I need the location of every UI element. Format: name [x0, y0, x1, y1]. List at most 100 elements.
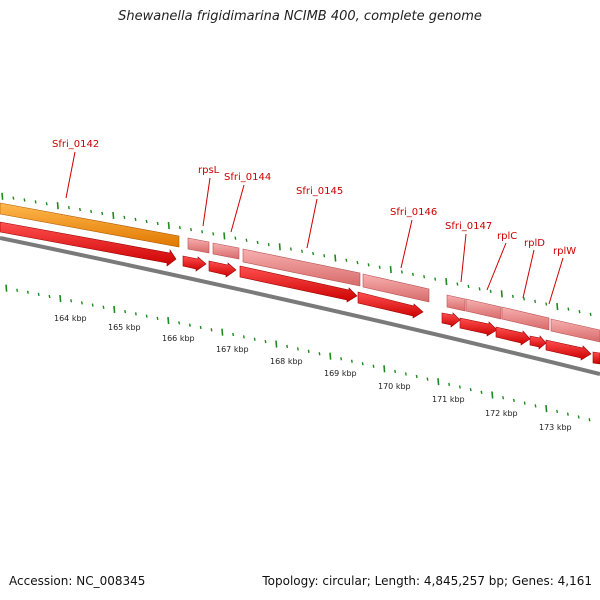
- minor-tick: [245, 238, 248, 242]
- minor-tick: [577, 415, 580, 419]
- gene-label: Sfri_0142: [52, 139, 99, 150]
- minor-tick: [394, 369, 397, 374]
- minor-tick: [178, 321, 181, 325]
- minor-tick: [323, 254, 326, 258]
- minor-tick: [101, 211, 104, 216]
- minor-tick: [534, 299, 537, 304]
- gene-arrow-rpld: [495, 326, 531, 346]
- minor-tick: [361, 362, 364, 366]
- major-tick: [389, 266, 392, 274]
- minor-tick: [434, 277, 437, 281]
- minor-tick: [37, 292, 40, 297]
- minor-tick: [534, 404, 537, 408]
- major-tick: [5, 284, 8, 292]
- major-tick: [329, 352, 332, 360]
- minor-tick: [301, 249, 303, 253]
- minor-tick: [512, 398, 515, 403]
- minor-tick: [469, 388, 472, 392]
- minor-tick: [448, 382, 451, 386]
- gene-labels: Sfri_0142 rpsL Sfri_0144 Sfri_0145 Sfri_…: [52, 139, 576, 257]
- minor-tick: [199, 325, 202, 330]
- minor-tick: [145, 219, 148, 224]
- kbp-label: 168 kbp: [270, 357, 303, 366]
- minor-tick: [70, 299, 73, 303]
- minor-tick: [567, 307, 570, 311]
- minor-tick: [367, 263, 370, 267]
- gene-track: [0, 202, 600, 376]
- gene-label: Sfri_0147: [445, 221, 492, 232]
- minor-tick: [201, 230, 204, 234]
- minor-tick: [423, 275, 426, 279]
- genome-backbone: [0, 236, 600, 376]
- minor-tick: [578, 310, 581, 314]
- minor-tick: [124, 310, 127, 314]
- gene-band-rplc: [465, 298, 502, 320]
- minor-tick: [79, 207, 81, 212]
- gene-arrow-rplw-b: [545, 339, 592, 361]
- gene-arrow-rplc: [459, 317, 498, 337]
- minor-tick: [458, 385, 461, 389]
- gene-arrow-sfri-0146: [357, 291, 424, 319]
- minor-tick: [190, 228, 192, 232]
- gene-band-sfri-0146: [362, 273, 430, 303]
- inner-tick-track: [5, 284, 591, 422]
- major-tick: [113, 305, 116, 314]
- gene-label: rplD: [524, 238, 545, 249]
- minor-tick: [345, 258, 348, 262]
- minor-tick: [296, 347, 299, 351]
- kbp-label: 170 kbp: [378, 382, 411, 391]
- minor-tick: [307, 349, 310, 353]
- gene-band-rplw: [550, 318, 600, 343]
- kbp-labels: 164 kbp 165 kbp 166 kbp 167 kbp 168 kbp …: [54, 314, 572, 432]
- minor-tick: [511, 294, 514, 298]
- minor-tick: [426, 377, 429, 381]
- minor-tick: [404, 372, 407, 376]
- minor-tick: [145, 314, 148, 318]
- minor-tick: [232, 332, 235, 337]
- major-tick: [275, 340, 278, 348]
- kbp-label: 165 kbp: [108, 323, 141, 332]
- minor-tick: [588, 418, 591, 422]
- gene-band-rpsl: [187, 237, 210, 254]
- major-tick: [167, 317, 170, 325]
- gene-label: rplC: [497, 231, 517, 242]
- gene-arrow-sfri-0144: [208, 260, 237, 278]
- major-tick: [491, 391, 494, 399]
- kbp-label: 164 kbp: [54, 314, 87, 323]
- minor-tick: [48, 294, 51, 299]
- major-tick: [112, 211, 115, 219]
- major-tick: [59, 295, 62, 303]
- major-tick: [56, 202, 59, 210]
- gene-arrow-rpsl: [182, 255, 207, 272]
- gene-band-sfri-0144: [212, 242, 240, 260]
- major-tick: [500, 290, 503, 298]
- minor-tick: [378, 265, 381, 269]
- minor-tick: [340, 357, 343, 361]
- accession-label: Accession: NC_008345: [9, 574, 146, 588]
- minor-tick: [134, 217, 137, 222]
- outer-tick-track: [1, 192, 592, 316]
- gene-arrow-rplw-a: [529, 335, 547, 350]
- major-tick: [334, 254, 337, 262]
- minor-tick: [556, 409, 559, 414]
- minor-tick: [123, 215, 126, 220]
- minor-tick: [350, 359, 353, 363]
- kbp-label: 172 kbp: [485, 409, 518, 418]
- minor-tick: [523, 401, 526, 405]
- kbp-label: 167 kbp: [216, 345, 249, 354]
- minor-tick: [286, 344, 289, 349]
- gene-label: rpsL: [198, 165, 220, 176]
- minor-tick: [289, 247, 292, 251]
- gene-label: Sfri_0145: [296, 186, 343, 197]
- minor-tick: [545, 302, 548, 306]
- major-tick: [167, 221, 170, 230]
- minor-tick: [156, 221, 159, 226]
- minor-tick: [456, 282, 459, 286]
- genome-stats-label: Topology: circular; Length: 4,845,257 bp…: [262, 574, 592, 588]
- leader-lines: [65, 151, 564, 305]
- minor-tick: [212, 232, 215, 236]
- gene-arrow-sfri-0147: [441, 312, 461, 328]
- minor-tick: [264, 339, 267, 344]
- gene-band-rpld: [501, 306, 550, 331]
